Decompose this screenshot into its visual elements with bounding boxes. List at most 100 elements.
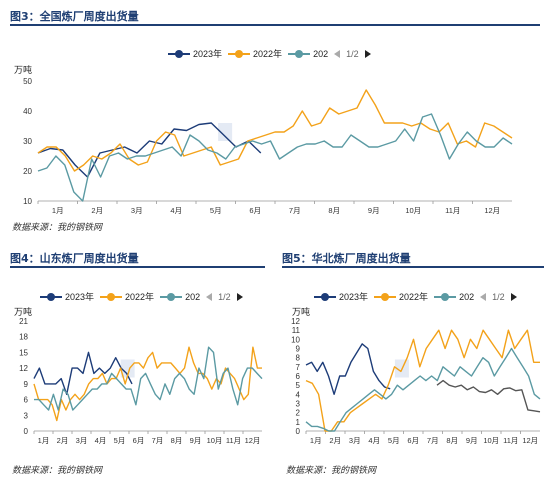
legend-item-2021[interactable]: 202 [160, 292, 200, 302]
legend-prev-icon[interactable] [206, 292, 213, 301]
x-tick-label: 9月 [190, 436, 202, 445]
legend-marker [374, 292, 397, 301]
legend-label: 202 [459, 291, 475, 302]
x-tick-label: 4月 [368, 436, 380, 445]
legend-pager: 1/2 [218, 291, 231, 302]
y-tick-label: 1 [296, 418, 301, 427]
legend-marker [228, 49, 251, 58]
x-tick-label: 3月 [131, 206, 143, 215]
legend-item-2022[interactable]: 2022年 [228, 47, 282, 60]
y-tick-label: 5 [296, 381, 301, 390]
y-tick-label: 6 [296, 372, 301, 381]
series-line-202 [37, 113, 513, 202]
legend-marker [434, 292, 457, 301]
x-tick-label: 5月 [210, 206, 222, 215]
chart-panel-national: 图3：全国炼厂周度出货量 2023年 2022年 202 1/2 万吨 10 20… [0, 0, 550, 240]
y-tick-label: 8 [296, 354, 301, 363]
y-unit: 万吨 [14, 307, 33, 317]
x-tick-label: 11月 [445, 206, 460, 215]
x-tick-label: 1月 [310, 436, 322, 445]
legend-marker [100, 292, 123, 301]
title-rule [10, 266, 265, 268]
x-tick-label: 11月 [226, 436, 241, 445]
y-tick-label: 20 [23, 167, 32, 176]
series-line-2022年 [305, 329, 540, 432]
legend-marker [168, 49, 190, 58]
y-tick-label: 12 [291, 317, 300, 326]
y-tick-label: 3 [296, 400, 301, 409]
legend-marker [288, 49, 311, 58]
x-tick-label: 1月 [52, 206, 64, 215]
y-tick-label: 2 [296, 409, 301, 418]
x-tick-label: 10月 [207, 436, 223, 445]
legend-item-2023[interactable]: 2023年 [168, 47, 222, 60]
chart-legend: 2023年 2022年 202 1/2 [168, 47, 371, 60]
y-tick-label: 12 [19, 364, 28, 373]
chart-title: 图4：山东炼厂周度出货量 [10, 252, 139, 265]
x-tick-label: 6月 [249, 206, 261, 215]
x-tick-label: 3月 [76, 436, 88, 445]
y-tick-label: 0 [24, 427, 29, 436]
title-rule [10, 24, 540, 26]
x-tick-label: 3月 [349, 436, 361, 445]
legend-item-2021[interactable]: 202 [288, 49, 328, 59]
legend-item-2022[interactable]: 2022年 [100, 290, 154, 303]
legend-prev-icon[interactable] [334, 49, 341, 58]
x-tick-label: 1月 [38, 436, 50, 445]
legend-item-2021[interactable]: 202 [434, 292, 474, 302]
legend-item-2022[interactable]: 2022年 [374, 290, 428, 303]
x-tick-label: 2月 [91, 206, 103, 215]
watermark-logo [218, 123, 233, 141]
legend-pager: 1/2 [346, 48, 359, 59]
chart-title: 图3：全国炼厂周度出货量 [10, 10, 139, 23]
y-tick-label: 10 [291, 335, 300, 344]
y-tick-label: 50 [23, 77, 32, 86]
chart-plot: 10 20 30 40 50 1月 2月 3月 4月 5月 6月 7月 8月 9月 10月 11月 12月 [23, 77, 513, 215]
y-tick-label: 9 [296, 345, 301, 354]
x-tick-label: 10月 [483, 436, 499, 445]
series-line-2023年 [305, 343, 391, 396]
legend-next-icon[interactable] [236, 292, 243, 301]
x-tick-label: 4月 [170, 206, 182, 215]
x-tick-label: 8月 [446, 436, 458, 445]
x-tick-label: 6月 [133, 436, 145, 445]
legend-label: 2023年 [65, 292, 95, 302]
x-tick-label: 12月 [522, 436, 538, 445]
legend-label: 2022年 [125, 292, 155, 302]
y-tick-label: 40 [23, 107, 32, 116]
legend-label: 2022年 [399, 292, 429, 302]
chart-title: 图5：华北炼厂周度出货量 [282, 252, 411, 265]
series-line-2023年 [37, 122, 262, 178]
legend-item-2023[interactable]: 2023年 [40, 290, 94, 303]
x-tick-label: 11月 [503, 436, 518, 445]
y-unit: 万吨 [292, 307, 311, 317]
x-tick-label: 9月 [466, 436, 478, 445]
chart-plot: 0 3 6 9 12 15 18 21 1月 2月 3月 4月 5月 6月 7月 8月 9月 10月 11月 12月 [19, 317, 263, 445]
legend-next-icon[interactable] [510, 292, 517, 301]
legend-marker [40, 292, 62, 301]
x-tick-label: 9月 [368, 206, 380, 215]
x-tick-label: 7月 [289, 206, 301, 215]
y-tick-label: 21 [19, 317, 28, 326]
legend-prev-icon[interactable] [480, 292, 487, 301]
y-unit: 万吨 [14, 65, 33, 75]
chart-source: 数据来源：我的钢铁网 [286, 465, 377, 475]
y-tick-label: 3 [24, 411, 29, 420]
series-line-2022年 [37, 89, 513, 172]
legend-label: 2022年 [253, 49, 283, 59]
legend-next-icon[interactable] [364, 49, 371, 58]
legend-label: 2023年 [193, 49, 223, 59]
y-tick-label: 6 [24, 396, 29, 405]
watermark-logo [120, 359, 135, 378]
title-rule [282, 266, 544, 268]
series-line-2021-extra [436, 379, 541, 413]
legend-item-2023[interactable]: 2023年 [314, 290, 368, 303]
legend-marker [314, 292, 336, 301]
y-tick-label: 9 [24, 380, 29, 389]
y-tick-label: 15 [19, 348, 28, 357]
x-tick-label: 8月 [171, 436, 183, 445]
legend-marker [160, 292, 183, 301]
chart-legend: 2023年 2022年 202 1/2 [314, 290, 517, 303]
